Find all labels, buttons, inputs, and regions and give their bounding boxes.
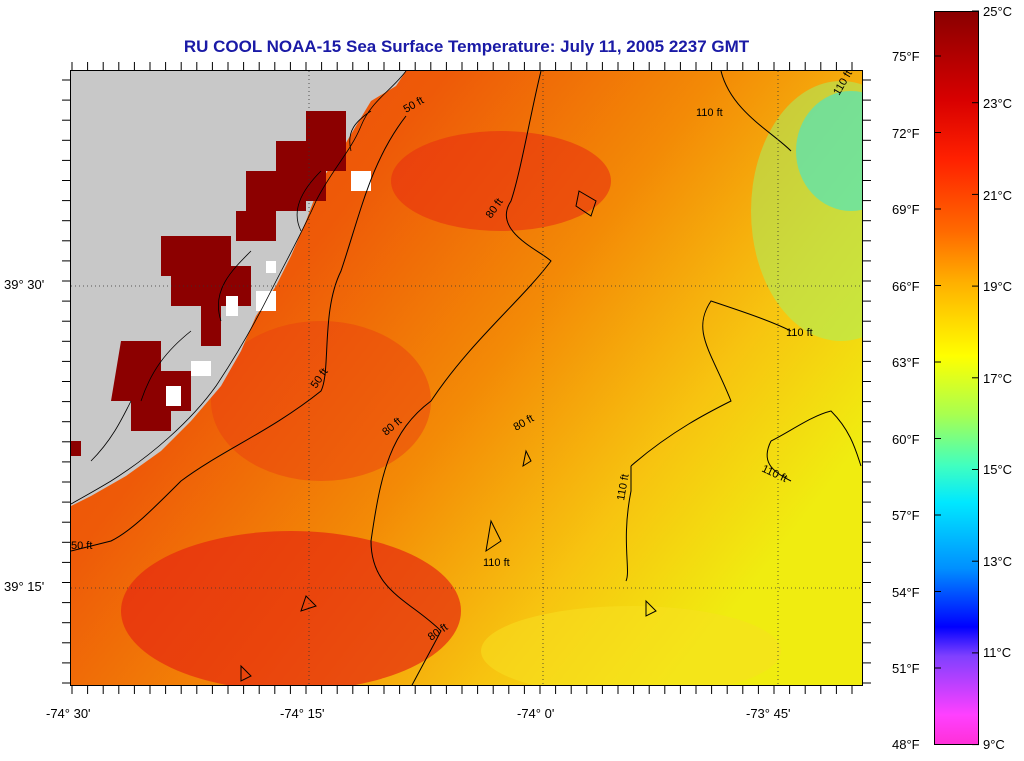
celsius-label: 21°C xyxy=(983,188,1013,203)
lon-label: -74° 15' xyxy=(280,706,325,721)
celsius-label: 11°C xyxy=(983,645,1012,660)
isobath-110ft-offshore-line xyxy=(766,410,862,482)
isobath-label: 50 ft xyxy=(71,540,92,552)
graticule xyxy=(71,71,862,685)
fahrenheit-label: 75°F xyxy=(892,49,920,64)
isobath-label: 110 ft xyxy=(483,557,510,569)
fahrenheit-label: 66°F xyxy=(892,279,920,294)
warm-patch xyxy=(121,531,461,685)
isobath-110ft-line xyxy=(625,71,792,582)
fahrenheit-label: 48°F xyxy=(892,737,920,752)
fahrenheit-label: 69°F xyxy=(892,202,920,217)
lon-label: -74° 0' xyxy=(517,706,555,721)
lat-label: 39° 15' xyxy=(4,579,45,594)
celsius-label: 23°C xyxy=(983,96,1013,111)
fahrenheit-label: 63°F xyxy=(892,355,920,370)
isobath-80ft-line xyxy=(370,71,552,685)
fahrenheit-label: 72°F xyxy=(892,126,920,141)
fahrenheit-label: 54°F xyxy=(892,585,920,600)
celsius-label: 19°C xyxy=(983,279,1013,294)
temperature-colorbar xyxy=(934,11,979,745)
isobath-closed-contour xyxy=(240,190,657,682)
celsius-label: 17°C xyxy=(983,371,1013,386)
sst-field: 50 ft 50 ft 50 ft 80 ft 80 ft 80 ft 80 f… xyxy=(71,71,862,685)
cool-patch xyxy=(481,606,781,685)
cool-patch xyxy=(796,91,862,211)
celsius-label: 25°C xyxy=(983,4,1013,19)
celsius-label: 9°C xyxy=(983,737,1005,752)
lat-label: 39° 30' xyxy=(4,277,45,292)
map-title: RU COOL NOAA-15 Sea Surface Temperature:… xyxy=(183,37,750,56)
lon-label: -74° 30' xyxy=(46,706,91,721)
lon-label: -73° 45' xyxy=(746,706,791,721)
celsius-label: 15°C xyxy=(983,462,1013,477)
fahrenheit-label: 51°F xyxy=(892,661,920,676)
marsh-area xyxy=(71,111,346,456)
isobath-label: 110 ft xyxy=(696,107,723,119)
warm-patch xyxy=(391,131,611,231)
isobath-50ft-line xyxy=(71,115,407,552)
warm-patch xyxy=(211,321,431,481)
isobath-label: 110 ft xyxy=(786,327,813,339)
sst-map[interactable]: 50 ft 50 ft 50 ft 80 ft 80 ft 80 ft 80 f… xyxy=(70,70,863,686)
fahrenheit-label: 60°F xyxy=(892,432,920,447)
coastline xyxy=(71,71,407,505)
celsius-label: 13°C xyxy=(983,554,1013,569)
isobath-label: 110 ft xyxy=(615,473,631,501)
fahrenheit-label: 57°F xyxy=(892,508,920,523)
